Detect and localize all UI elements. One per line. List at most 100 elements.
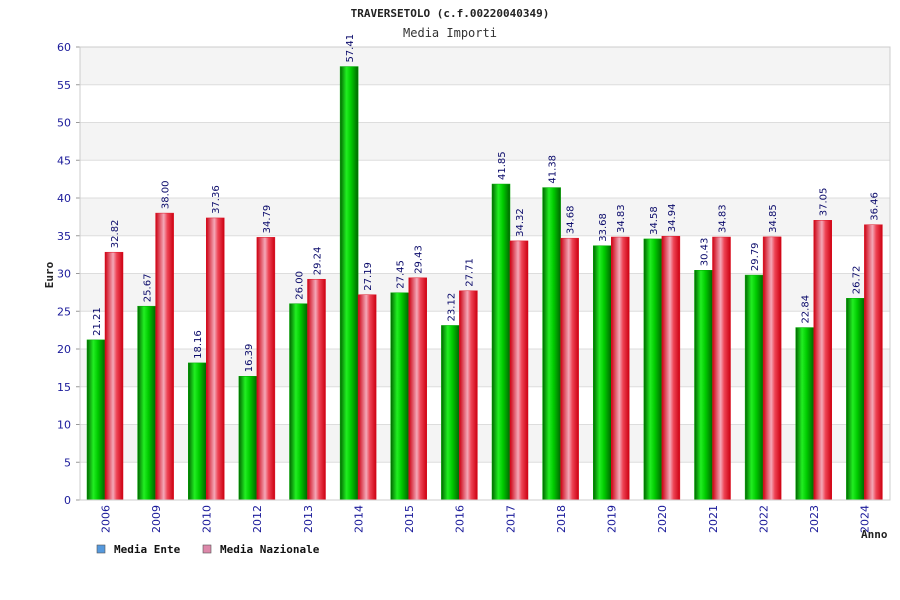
data-label: 26.00: [295, 271, 306, 300]
data-label: 29.79: [750, 242, 761, 271]
bar-media-nazionale-2021: [712, 236, 731, 501]
legend-label-media-ente: Media Ente: [114, 543, 181, 556]
y-tick-label: 5: [64, 456, 71, 469]
chart-subtitle: Media Importi: [403, 26, 497, 40]
bar-media-nazionale-2022: [762, 236, 782, 501]
data-label: 21.21: [92, 307, 103, 336]
data-label: 27.19: [363, 262, 374, 291]
data-label: 34.85: [768, 204, 779, 233]
bar-media-nazionale-2009: [155, 212, 174, 501]
legend-swatch-media-nazionale: [202, 544, 212, 554]
data-label: 27.45: [396, 260, 407, 289]
legend-label-media-nazionale: Media Nazionale: [220, 543, 320, 556]
data-label: 37.05: [819, 188, 830, 217]
bar-media-ente-2015: [390, 292, 409, 501]
bar-media-ente-2018: [542, 187, 561, 501]
y-axis-label: Euro: [43, 261, 56, 288]
x-tick-label: 2022: [757, 505, 770, 533]
data-label: 34.68: [566, 206, 577, 235]
x-tick-label: 2014: [352, 505, 365, 533]
grid-band: [80, 47, 890, 85]
data-label: 22.84: [801, 295, 812, 324]
data-label: 34.79: [262, 205, 273, 234]
x-tick-label: 2024: [859, 505, 872, 533]
data-label: 29.43: [414, 245, 425, 274]
bar-media-nazionale-2024: [864, 224, 883, 501]
data-label: 34.83: [616, 204, 627, 233]
x-axis-ticks: 2006 2009 2010 2012 2013 2014 2015 2016 2017 2018…: [99, 505, 871, 533]
bar-media-ente-2010: [188, 362, 207, 501]
x-tick-label: 2019: [606, 505, 619, 533]
x-tick-label: 2009: [150, 505, 163, 533]
y-tick-label: 45: [57, 154, 71, 167]
y-tick-label: 55: [57, 79, 71, 92]
data-label: 33.68: [598, 213, 609, 242]
bar-media-ente-2023: [795, 327, 814, 501]
x-tick-label: 2015: [403, 505, 416, 533]
bar-media-nazionale-2016: [459, 290, 478, 501]
bar-media-nazionale-2015: [408, 277, 427, 501]
bar-media-nazionale-2010: [206, 217, 225, 501]
x-tick-label: 2021: [707, 505, 720, 533]
data-label: 34.83: [718, 204, 729, 233]
x-tick-label: 2016: [454, 505, 467, 533]
y-tick-label: 60: [57, 41, 71, 54]
bar-media-nazionale-2023: [813, 220, 832, 501]
legend-item-media-ente: Media Ente: [96, 543, 181, 556]
data-label: 23.12: [446, 293, 457, 322]
bar-media-nazionale-2020: [661, 235, 681, 501]
bar-media-ente-2006: [86, 339, 106, 501]
x-tick-label: 2006: [99, 505, 112, 533]
y-tick-label: 25: [57, 305, 71, 318]
x-tick-label: 2018: [555, 505, 568, 533]
y-tick-label: 10: [57, 419, 71, 432]
data-label: 57.41: [345, 34, 356, 63]
data-label: 32.82: [110, 220, 121, 249]
bar-media-ente-2017: [491, 183, 511, 501]
data-label: 36.46: [869, 192, 880, 221]
x-tick-label: 2010: [201, 505, 214, 533]
y-tick-label: 20: [57, 343, 71, 356]
grid-band: [80, 84, 890, 123]
bar-media-nazionale-2013: [307, 278, 326, 501]
bar-media-nazionale-2017: [509, 240, 529, 501]
bar-media-ente-2016: [441, 325, 460, 501]
bar-media-nazionale-2006: [104, 251, 124, 501]
data-label: 41.38: [548, 155, 559, 184]
data-label: 29.24: [313, 247, 324, 276]
plot-frame: [79, 46, 891, 501]
data-label: 18.16: [193, 330, 204, 359]
legend-swatch-media-ente: [96, 544, 106, 554]
x-tick-label: 2017: [504, 505, 517, 533]
bar-media-ente-2013: [289, 303, 308, 501]
legend-item-media-nazionale: Media Nazionale: [202, 543, 320, 556]
y-axis-ticks: 0 5 10 15 20 25 30 35 40 45 50 55 60: [57, 41, 80, 507]
x-tick-label: 2020: [656, 505, 669, 533]
y-tick-label: 35: [57, 230, 71, 243]
y-tick-label: 15: [57, 381, 71, 394]
bar-media-ente-2009: [137, 305, 156, 501]
data-label: 30.43: [700, 238, 711, 267]
bar-media-ente-2019: [593, 245, 612, 501]
bar-media-nazionale-2014: [357, 294, 377, 501]
data-label: 25.67: [143, 274, 154, 303]
data-label: 41.85: [497, 151, 508, 180]
bar-media-ente-2020: [643, 238, 663, 501]
y-tick-label: 50: [57, 117, 71, 130]
grid-band: [80, 160, 890, 198]
bar-media-ente-2022: [744, 274, 764, 501]
x-tick-label: 2013: [302, 505, 315, 533]
y-tick-label: 40: [57, 192, 71, 205]
data-label: 34.32: [515, 208, 526, 237]
data-label: 34.94: [667, 204, 678, 233]
data-label: 16.39: [244, 344, 255, 373]
data-label: 26.72: [851, 266, 862, 295]
bar-media-ente-2014: [339, 66, 359, 501]
bar-media-ente-2012: [238, 376, 258, 501]
bar-media-nazionale-2019: [611, 236, 630, 501]
x-tick-label: 2012: [251, 505, 264, 533]
y-tick-label: 0: [64, 494, 71, 507]
chart-title: TRAVERSETOLO (c.f.00220040349): [351, 7, 550, 20]
bar-media-ente-2021: [694, 270, 713, 501]
